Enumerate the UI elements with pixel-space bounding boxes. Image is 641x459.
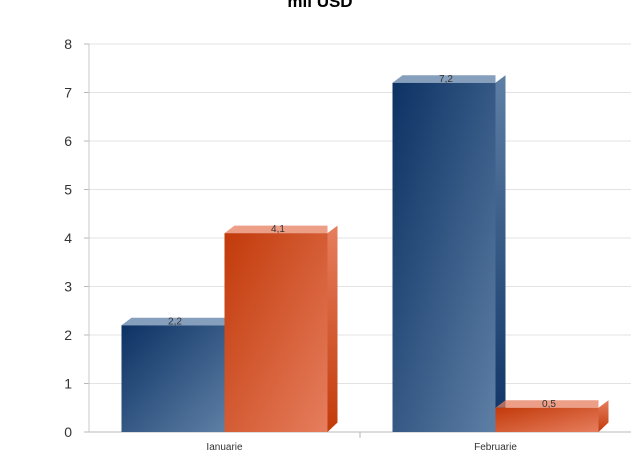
y-tick-label: 0 bbox=[64, 424, 72, 440]
y-tick-label: 7 bbox=[64, 85, 72, 101]
bar-side bbox=[495, 75, 506, 433]
data-label: 0,5 bbox=[542, 399, 556, 410]
bar-top bbox=[495, 400, 599, 408]
y-tick-label: 3 bbox=[64, 279, 72, 295]
bar-top bbox=[224, 225, 328, 234]
x-tick-label: Februarie bbox=[474, 442, 517, 453]
data-label: 2,2 bbox=[168, 316, 182, 327]
y-tick-label: 4 bbox=[64, 230, 72, 246]
bar-front bbox=[392, 82, 496, 433]
y-tick-label: 2 bbox=[64, 327, 72, 343]
bars bbox=[121, 75, 609, 433]
data-label: 4,1 bbox=[271, 224, 285, 235]
bar-side bbox=[598, 400, 609, 432]
y-tick-label: 6 bbox=[64, 133, 72, 149]
y-tick-label: 8 bbox=[64, 36, 72, 52]
bar-top bbox=[392, 75, 496, 83]
bar-side bbox=[327, 225, 338, 432]
bar bbox=[495, 400, 609, 432]
bar-front bbox=[224, 233, 328, 432]
bar bbox=[121, 317, 235, 432]
y-tick-label: 5 bbox=[64, 182, 72, 198]
bar-front bbox=[495, 407, 599, 432]
data-label: 7,2 bbox=[439, 74, 453, 85]
bar-front bbox=[121, 325, 225, 432]
chart-title: mil USD bbox=[287, 0, 352, 11]
data-labels: 2,2 4,1 7,2 0,5 bbox=[168, 74, 556, 410]
y-tick-label: 1 bbox=[64, 376, 72, 392]
bar bbox=[392, 75, 506, 433]
bar bbox=[224, 225, 338, 432]
x-tick-label: Ianuarie bbox=[206, 442, 243, 453]
bar-top bbox=[121, 317, 225, 326]
